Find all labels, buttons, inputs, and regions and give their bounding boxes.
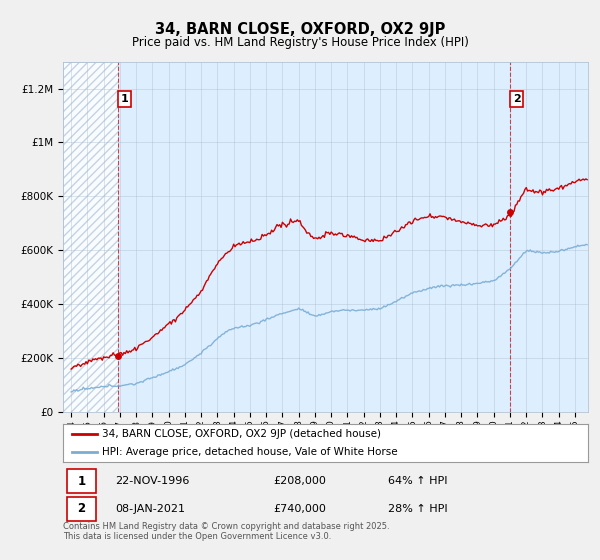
Text: 28% ↑ HPI: 28% ↑ HPI	[389, 504, 448, 514]
Text: 22-NOV-1996: 22-NOV-1996	[115, 476, 190, 486]
Text: 64% ↑ HPI: 64% ↑ HPI	[389, 476, 448, 486]
Text: HPI: Average price, detached house, Vale of White Horse: HPI: Average price, detached house, Vale…	[103, 447, 398, 457]
Text: 2: 2	[77, 502, 85, 515]
Text: 1: 1	[121, 94, 128, 104]
Text: £208,000: £208,000	[273, 476, 326, 486]
Text: 34, BARN CLOSE, OXFORD, OX2 9JP: 34, BARN CLOSE, OXFORD, OX2 9JP	[155, 22, 445, 38]
Text: £740,000: £740,000	[273, 504, 326, 514]
Text: 34, BARN CLOSE, OXFORD, OX2 9JP (detached house): 34, BARN CLOSE, OXFORD, OX2 9JP (detache…	[103, 429, 382, 439]
Bar	[63, 62, 118, 412]
Text: 08-JAN-2021: 08-JAN-2021	[115, 504, 185, 514]
Text: 1: 1	[77, 475, 85, 488]
Text: Contains HM Land Registry data © Crown copyright and database right 2025.
This d: Contains HM Land Registry data © Crown c…	[63, 522, 389, 542]
FancyBboxPatch shape	[67, 469, 96, 493]
Text: Price paid vs. HM Land Registry's House Price Index (HPI): Price paid vs. HM Land Registry's House …	[131, 36, 469, 49]
FancyBboxPatch shape	[67, 497, 96, 521]
Text: 2: 2	[513, 94, 521, 104]
